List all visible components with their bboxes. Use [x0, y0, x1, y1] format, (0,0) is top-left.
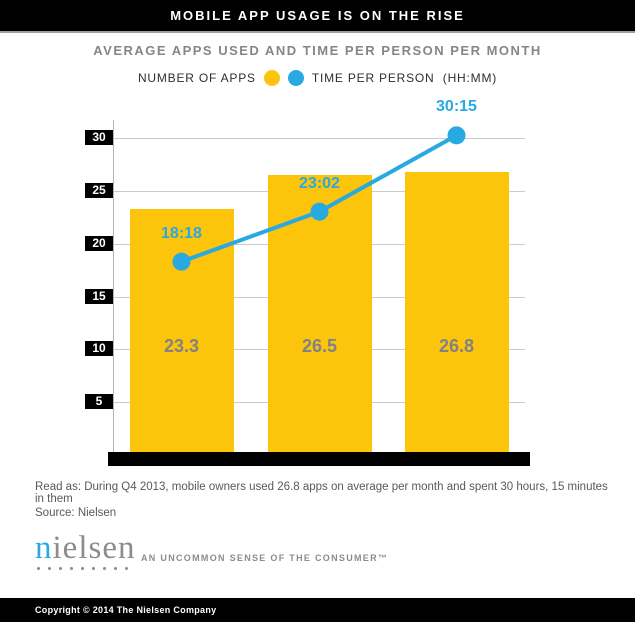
y-axis-line	[113, 120, 114, 452]
logo-letters-rest: ielsen	[52, 530, 136, 566]
bar-number-of-apps	[129, 208, 234, 452]
copyright-text: Copyright © 2014 The Nielsen Company	[35, 605, 217, 615]
line-point-marker	[447, 126, 466, 145]
y-tick-label: 5	[85, 394, 113, 410]
bar-number-of-apps	[267, 174, 372, 452]
gridline	[114, 138, 525, 139]
read-as-note: Read as: During Q4 2013, mobile owners u…	[35, 481, 608, 505]
copyright-bar: Copyright © 2014 The Nielsen Company	[0, 598, 635, 622]
bar-value-label: 23.3	[163, 336, 200, 356]
legend-swatch-apps-icon	[263, 70, 280, 86]
bar-value-label: 26.5	[301, 336, 338, 356]
bar-value-label: 26.8	[438, 336, 475, 356]
chart-legend: NUMBER OF APPS TIME PER PERSON (HH:MM)	[0, 69, 635, 87]
y-tick-label: 25	[85, 182, 113, 198]
nielsen-logo: nielsen	[35, 530, 136, 570]
time-value-label: 30:15	[436, 98, 477, 116]
legend-label-apps: NUMBER OF APPS	[137, 71, 256, 85]
y-tick-label: 10	[85, 341, 113, 357]
bar-number-of-apps	[404, 171, 509, 452]
logo-letter-n: n	[35, 530, 53, 566]
source-note: Source: Nielsen	[35, 507, 117, 519]
legend-swatch-time-icon	[287, 70, 304, 86]
title-banner: MOBILE APP USAGE IS ON THE RISE	[0, 0, 635, 33]
y-tick-label: 15	[85, 288, 113, 304]
brand-tagline: AN UNCOMMON SENSE OF THE CONSUMER™	[141, 553, 389, 563]
time-value-label: 18:18	[161, 224, 202, 242]
y-tick-label: 30	[85, 130, 113, 145]
page-title: MOBILE APP USAGE IS ON THE RISE	[170, 8, 465, 23]
nielsen-wordmark: nielsen	[35, 530, 136, 566]
x-axis-bar	[108, 452, 530, 466]
legend-label-time: TIME PER PERSON (HH:MM)	[311, 71, 498, 85]
chart-subtitle: AVERAGE APPS USED AND TIME PER PERSON PE…	[93, 43, 542, 58]
y-tick-label: 20	[85, 235, 113, 251]
time-value-label: 23:02	[299, 174, 340, 192]
logo-dots-icon	[35, 567, 135, 570]
